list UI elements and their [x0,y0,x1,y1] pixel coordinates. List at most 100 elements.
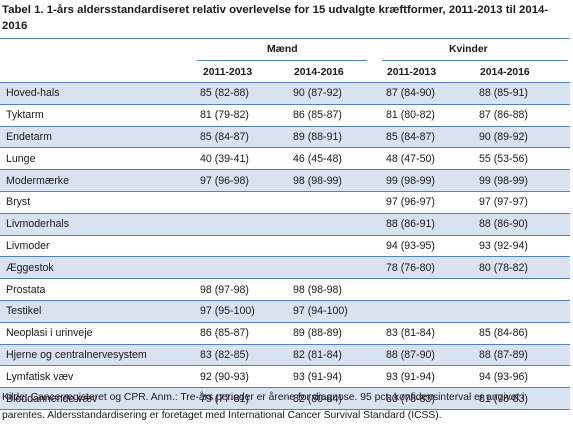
cancer-type-cell: Neoplasi i urinveje [0,322,200,345]
table-row: Bryst 97 (96-97) 97 (97-97) [0,191,570,214]
men-2014-2016-cell: 98 (98-99) [293,169,386,192]
women-2014-2016-cell: 93 (92-94) [479,235,570,258]
men-2014-2016-cell: 98 (98-98) [293,278,386,301]
men-2011-2013-cell: 83 (82-85) [200,344,293,367]
table-row: Modermærke 97 (96-98) 98 (98-99) 99 (98-99)… [0,169,570,192]
men-2011-2013-cell [200,191,293,214]
women-2014-2016-cell: 55 (53-56) [479,147,570,171]
table-row: Lymfatisk væv 92 (90-93) 93 (91-94) 93 (91-… [0,365,570,389]
men-2011-2013-cell [200,256,293,280]
men-2014-2016-cell [293,235,386,258]
table-row: Testikel 97 (95-100) 97 (94-100) [0,300,570,323]
table-row: Tyktarm 81 (79-82) 86 (85-87) 81 (80-82) 87 … [0,104,570,127]
table-row: Lunge 40 (39-41) 46 (45-48) 48 (47-50) 55 (5… [0,147,570,171]
table-row: Livmoderhals 88 (86-91) 88 (86-90) [0,213,570,236]
table-row: Bloddannende væv 79 (77-81) 82 (80-84) 80 (… [0,387,570,410]
cancer-type-cell: Tyktarm [0,104,200,127]
women-2014-2016-cell: 85 (84-86) [479,322,570,345]
men-2014-2016-cell: 89 (88-89) [293,322,386,345]
women-2011-2013-cell: 87 (84-90) [386,82,479,105]
table-title: Tabel 1. 1-års aldersstandardiseret rela… [2,4,549,32]
women-2011-2013-cell: 88 (87-90) [386,344,479,367]
men-2011-2013-cell: 86 (85-87) [200,322,293,345]
women-2011-2013-cell: 94 (93-95) [386,235,479,258]
women-2014-2016-cell: 88 (87-89) [479,344,570,367]
header-top-rule [0,38,570,39]
table-row: Endetarm 85 (84-87) 89 (88-91) 85 (84-87) 90… [0,126,570,149]
men-2014-2016-cell: 89 (88-91) [293,126,386,149]
table-row: Neoplasi i urinveje 86 (85-87) 89 (88-89) 8… [0,322,570,345]
cancer-type-cell: Livmoderhals [0,213,200,236]
men-2011-2013-cell: 85 (84-87) [200,126,293,149]
women-2011-2013-cell: 80 (78-83) [386,387,479,410]
women-2011-2013-cell: 93 (91-94) [386,365,479,389]
men-2014-2016-cell [293,256,386,280]
cancer-type-cell: Endetarm [0,126,200,149]
cancer-type-cell: Prostata [0,278,200,301]
men-2014-2016-cell: 86 (85-87) [293,104,386,127]
men-2011-2013-cell: 85 (82-88) [200,82,293,105]
men-2011-2013-cell: 81 (79-82) [200,104,293,127]
group-header-men: Mænd [267,44,298,55]
men-2011-2013-cell: 98 (97-98) [200,278,293,301]
men-2014-2016-cell: 93 (91-94) [293,365,386,389]
cancer-type-cell: Testikel [0,300,200,323]
survival-table: Hoved-hals 85 (82-88) 90 (87-92) 87 (84-90)… [0,82,570,410]
women-2014-2016-cell: 99 (98-99) [479,169,570,192]
table-row: Hoved-hals 85 (82-88) 90 (87-92) 87 (84-90)… [0,82,570,105]
women-2014-2016-cell: 97 (97-97) [479,191,570,214]
cancer-type-cell: Livmoder [0,235,200,258]
women-2011-2013-cell: 97 (96-97) [386,191,479,214]
men-2011-2013-cell: 97 (96-98) [200,169,293,192]
women-2011-2013-cell: 99 (98-99) [386,169,479,192]
women-2014-2016-cell [479,278,570,301]
table-row: Æggestok 78 (76-80) 80 (78-82) [0,256,570,280]
cancer-type-cell: Lymfatisk væv [0,365,200,389]
table-row: Livmoder 94 (93-95) 93 (92-94) [0,235,570,258]
men-2014-2016-cell: 82 (80-84) [293,387,386,410]
table-row: Prostata 98 (97-98) 98 (98-98) [0,278,570,301]
women-2011-2013-cell [386,300,479,323]
table-row: Hjerne og centralnervesystem 83 (82-85) 82… [0,344,570,367]
cancer-type-cell: Bloddannende væv [0,387,200,410]
women-2014-2016-cell: 88 (86-90) [479,213,570,236]
men-2011-2013-cell: 40 (39-41) [200,147,293,171]
women-2014-2016-cell: 81 (78-83) [479,387,570,410]
men-2011-2013-cell [200,213,293,236]
group-header-women: Kvinder [449,44,488,55]
column-header-women-2011: 2011-2013 [387,67,437,78]
women-2014-2016-cell: 80 (78-82) [479,256,570,280]
women-2011-2013-cell: 83 (81-84) [386,322,479,345]
men-2011-2013-cell: 92 (90-93) [200,365,293,389]
group-underline-women [382,60,568,61]
table-footnote: Kilde: Cancerregisteret og CPR. Anm.: Tr… [2,392,525,421]
women-2014-2016-cell: 94 (93-96) [479,365,570,389]
women-2014-2016-cell: 90 (89-92) [479,126,570,149]
men-2014-2016-cell: 97 (94-100) [293,300,386,323]
women-2011-2013-cell: 88 (86-91) [386,213,479,236]
women-2011-2013-cell: 85 (84-87) [386,126,479,149]
men-2014-2016-cell: 82 (81-84) [293,344,386,367]
column-header-women-2014: 2014-2016 [480,67,530,78]
women-2011-2013-cell: 81 (80-82) [386,104,479,127]
cancer-type-cell: Modermærke [0,169,200,192]
women-2014-2016-cell: 88 (85-91) [479,82,570,105]
men-2014-2016-cell: 46 (45-48) [293,147,386,171]
women-2014-2016-cell [479,300,570,323]
women-2014-2016-cell: 87 (86-88) [479,104,570,127]
cancer-type-cell: Hjerne og centralnervesystem [0,344,200,367]
men-2014-2016-cell: 90 (87-92) [293,82,386,105]
men-2014-2016-cell [293,213,386,236]
cancer-type-cell: Hoved-hals [0,82,200,105]
women-2011-2013-cell: 78 (76-80) [386,256,479,280]
group-underline-men [197,60,367,61]
men-2011-2013-cell [200,235,293,258]
women-2011-2013-cell: 48 (47-50) [386,147,479,171]
women-2011-2013-cell [386,278,479,301]
men-2011-2013-cell: 79 (77-81) [200,387,293,410]
column-header-men-2011: 2011-2013 [203,67,253,78]
men-2014-2016-cell [293,191,386,214]
cancer-type-cell: Bryst [0,191,200,214]
men-2011-2013-cell: 97 (95-100) [200,300,293,323]
